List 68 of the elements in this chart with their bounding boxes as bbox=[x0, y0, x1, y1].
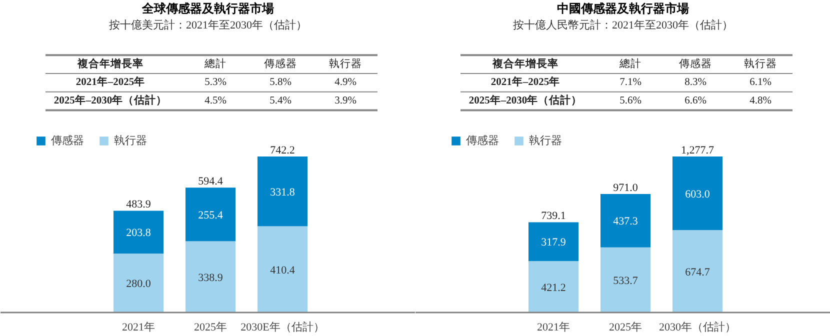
text: 3.9% bbox=[334, 96, 357, 107]
text: 2021年–2025年 bbox=[76, 75, 146, 88]
text: 傳感器 bbox=[264, 56, 297, 70]
total-label: 594.4 bbox=[198, 175, 224, 188]
text: 執行器 bbox=[744, 56, 777, 70]
bar bbox=[186, 241, 236, 312]
data-label: 280.0 bbox=[126, 278, 152, 290]
bar bbox=[258, 156, 308, 226]
chart-title: 中國傳感器及執行器市場 bbox=[557, 1, 689, 16]
x-tick-label: 2021年 bbox=[537, 322, 570, 334]
data-label: 255.4 bbox=[198, 209, 224, 222]
text: 5.4% bbox=[270, 96, 292, 107]
data-label: 317.9 bbox=[541, 236, 566, 249]
bar bbox=[114, 210, 164, 254]
legend-label: 執行器 bbox=[114, 134, 147, 148]
bar bbox=[528, 261, 578, 312]
data-label: 410.4 bbox=[270, 264, 296, 276]
text: 總計 bbox=[618, 56, 642, 70]
text: 複合年增長率 bbox=[76, 56, 144, 70]
legend-label: 執行器 bbox=[529, 134, 562, 148]
text: 6.1% bbox=[750, 77, 772, 88]
x-tick-label: 2030年（估計） bbox=[659, 320, 736, 334]
bar bbox=[258, 226, 308, 312]
text: 5.6% bbox=[620, 96, 642, 107]
chart-subtitle: 按十億人民幣元計：2021年至2030年（估計） bbox=[513, 18, 733, 32]
bar bbox=[114, 254, 164, 312]
data-label: 203.8 bbox=[126, 227, 152, 240]
bar bbox=[600, 194, 650, 248]
text: 5.8% bbox=[270, 77, 292, 88]
bar bbox=[672, 230, 722, 312]
text: 8.3% bbox=[684, 77, 707, 88]
total-label: 1,277.7 bbox=[681, 144, 714, 156]
bar bbox=[600, 247, 650, 312]
text: 2025年–2030年（估計） bbox=[54, 94, 168, 107]
data-label: 533.7 bbox=[613, 274, 638, 287]
chart-title: 全球傳感器及執行器市場 bbox=[141, 1, 274, 16]
data-label: 421.2 bbox=[541, 282, 566, 294]
data-label: 338.9 bbox=[198, 272, 224, 284]
text: 複合年增長率 bbox=[492, 56, 558, 70]
text: 2021年–2025年 bbox=[490, 75, 560, 88]
total-label: 971.0 bbox=[613, 182, 638, 194]
text: 總計 bbox=[204, 56, 226, 70]
bar bbox=[186, 188, 236, 242]
text: 2025年–2030年（估計） bbox=[468, 94, 582, 107]
bar bbox=[528, 222, 578, 262]
total-label: 483.9 bbox=[126, 198, 152, 211]
total-label: 739.1 bbox=[541, 210, 566, 222]
data-label: 331.8 bbox=[270, 186, 296, 198]
text: 4.5% bbox=[204, 96, 227, 107]
x-tick-label: 2021年 bbox=[122, 322, 155, 334]
text: 6.6% bbox=[684, 96, 707, 107]
x-tick-label: 2030E年（估計） bbox=[240, 320, 324, 334]
chart-subtitle: 按十億美元計：2021年至2030年（估計） bbox=[109, 18, 307, 32]
text: 4.9% bbox=[334, 77, 357, 88]
text: 4.8% bbox=[750, 96, 772, 107]
text: 執行器 bbox=[329, 56, 362, 70]
text: 傳感器 bbox=[679, 56, 712, 70]
x-tick-label: 2025年 bbox=[609, 322, 642, 334]
data-label: 674.7 bbox=[685, 266, 710, 278]
legend-label: 傳感器 bbox=[466, 134, 499, 148]
text: 7.1% bbox=[620, 77, 642, 88]
data-label: 603.0 bbox=[685, 188, 710, 200]
data-label: 437.3 bbox=[613, 216, 638, 228]
x-tick-label: 2025年 bbox=[194, 322, 227, 334]
bar bbox=[672, 156, 722, 230]
legend-label: 傳感器 bbox=[51, 134, 84, 148]
text: 5.3% bbox=[204, 77, 227, 88]
total-label: 742.2 bbox=[270, 144, 295, 156]
